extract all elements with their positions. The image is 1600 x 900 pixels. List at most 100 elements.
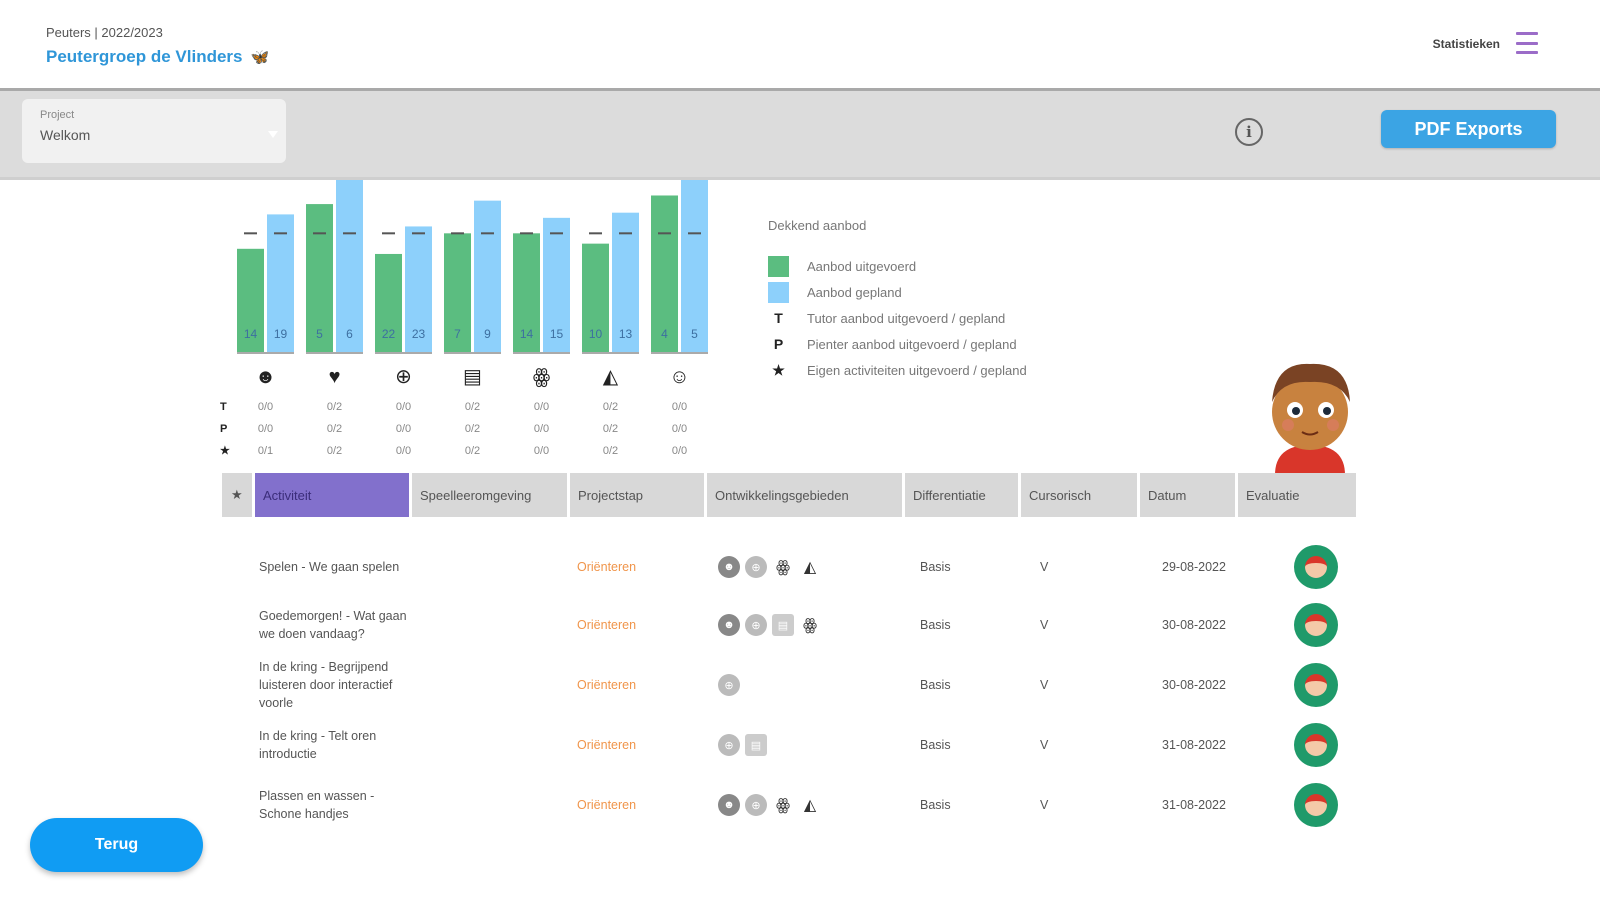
legend-swatch (768, 255, 789, 277)
column-header[interactable]: Activiteit (255, 473, 409, 517)
column-header[interactable]: Differentiatie (905, 473, 1018, 517)
evaluation-button[interactable] (1294, 603, 1338, 647)
legend-symbol: ★ (772, 361, 785, 378)
target-marker (244, 232, 257, 235)
target-marker (274, 232, 287, 235)
ratio-value: 0/2 (464, 423, 481, 435)
bar-value-label: 15 (550, 327, 564, 341)
target-marker (520, 232, 533, 235)
date: 29-08-2022 (1162, 560, 1226, 574)
legend-label: Tutor aanbod uitgevoerd / gepland (807, 310, 1006, 326)
smiley-icon: ☻ (718, 556, 740, 578)
project-select-label: Project (40, 109, 75, 121)
table-row[interactable]: In de kring - Telt oren introductie Oriën… (222, 718, 1382, 772)
category-column-face: ☺ 0/0 0/0 0/0 (651, 362, 708, 462)
triangle-icon: ◭ (803, 797, 817, 814)
triangle-icon: ◭ (803, 559, 817, 576)
table-row[interactable]: Spelen - We gaan spelen Oriënteren ☻ ⊕ ꙮ ◭ Bas… (222, 540, 1382, 594)
face-icon: ☺ (669, 366, 690, 388)
people-icon: ꙮ (775, 559, 791, 576)
evaluation-button[interactable] (1294, 545, 1338, 589)
ratio-value: 0/2 (464, 401, 481, 413)
project-select-value: Welkom (40, 127, 91, 143)
legend-label: Aanbod gepland (807, 284, 902, 300)
column-header[interactable]: Projectstap (570, 473, 704, 517)
ratio-value: 0/2 (464, 445, 481, 457)
bar-planned-face (681, 180, 708, 352)
evaluation-button[interactable] (1294, 783, 1338, 827)
ratio-value: 0/0 (671, 423, 688, 435)
development-areas: ⊕ (718, 674, 740, 696)
back-button[interactable]: Terug (30, 818, 203, 872)
info-icon[interactable]: i (1235, 118, 1263, 146)
ratio-value: 0/0 (395, 401, 412, 413)
bar-value-label: 4 (661, 327, 668, 341)
statistics-link[interactable]: Statistieken (1432, 37, 1500, 51)
chart-legend: Dekkend aanbod Aanbod uitgevoerd Aanbod g… (768, 218, 1027, 383)
bar-value-label: 5 (691, 327, 698, 341)
bar-value-label: 7 (454, 327, 461, 341)
column-header[interactable]: Evaluatie (1238, 473, 1356, 517)
activity-name: Goedemorgen! - Wat gaan we doen vandaag? (259, 609, 407, 641)
date: 31-08-2022 (1162, 738, 1226, 752)
legend-label: Eigen activiteiten uitgevoerd / gepland (807, 362, 1027, 378)
bar-value-label: 14 (520, 327, 534, 341)
category-column-book: ▤ 0/2 0/2 0/2 (444, 362, 501, 462)
axis-segment (306, 352, 363, 354)
target-marker (589, 232, 602, 235)
triangle-icon: ◭ (602, 366, 619, 388)
bar-done-face (651, 195, 678, 352)
globe-icon: ⊕ (745, 556, 767, 578)
bar-done-smiley (237, 248, 264, 352)
legend-item: T Tutor aanbod uitgevoerd / gepland (768, 305, 1027, 331)
bar-planned-triangle (612, 212, 639, 352)
group-title: Peutergroep de Vlinders 🦋 (46, 47, 269, 67)
column-header[interactable]: Ontwikkelingsgebieden (707, 473, 902, 517)
ratio-value: 0/2 (602, 401, 619, 413)
target-marker (451, 232, 464, 235)
group-title-text: Peutergroep de Vlinders (46, 47, 243, 66)
target-marker (619, 232, 632, 235)
child-mascot-illustration (1272, 363, 1350, 475)
ratio-value: 0/0 (671, 445, 688, 457)
axis-segment (513, 352, 570, 354)
target-marker (688, 232, 701, 235)
column-header[interactable]: Cursorisch (1021, 473, 1137, 517)
table-row[interactable]: Goedemorgen! - Wat gaan we doen vandaag?… (222, 598, 1382, 652)
hamburger-icon[interactable] (1516, 32, 1538, 54)
differentiation: Basis (920, 738, 951, 752)
column-header[interactable]: Datum (1140, 473, 1235, 517)
evaluation-button[interactable] (1294, 723, 1338, 767)
category-column-globe: ⊕ 0/0 0/0 0/0 (375, 362, 432, 462)
bar-done-people (513, 233, 540, 352)
globe-icon: ⊕ (745, 614, 767, 636)
ratio-value: 0/2 (326, 401, 343, 413)
legend-item: P Pienter aanbod uitgevoerd / gepland (768, 331, 1027, 357)
book-icon: ▤ (745, 734, 767, 756)
ratio-value: 0/2 (326, 423, 343, 435)
column-header[interactable]: Speelleeromgeving (412, 473, 567, 517)
bar-done-globe (375, 253, 402, 352)
header: Peuters | 2022/2023 Peutergroep de Vlind… (0, 0, 1600, 88)
bar-planned-heart (336, 180, 363, 352)
table-row[interactable]: Plassen en wassen - Schone handjes Oriënt… (222, 778, 1382, 832)
ratio-value: 0/1 (257, 445, 274, 457)
project-select[interactable]: Project Welkom (22, 99, 286, 163)
target-marker (382, 232, 395, 235)
table-header: ★ Activiteit Speelleeromgeving Projectstap O… (222, 473, 1356, 517)
bar-value-label: 19 (274, 327, 288, 341)
evaluation-button[interactable] (1294, 663, 1338, 707)
table-row[interactable]: In de kring - Begrijpend luisteren door … (222, 658, 1382, 712)
differentiation: Basis (920, 678, 951, 692)
bar-value-label: 5 (316, 327, 323, 341)
legend-title: Dekkend aanbod (768, 218, 867, 233)
axis-segment (375, 352, 432, 354)
toolbar: Project Welkom i PDF Exports (0, 88, 1600, 180)
pdf-exports-button[interactable]: PDF Exports (1381, 110, 1556, 148)
ratio-value: 0/0 (671, 401, 688, 413)
ratio-value: 0/0 (533, 445, 550, 457)
category-column-smiley: ☻ 0/0 0/0 0/1 (237, 362, 294, 462)
star-column-header[interactable]: ★ (222, 473, 252, 517)
target-marker (481, 232, 494, 235)
development-areas: ☻ ⊕ ꙮ ◭ (718, 794, 821, 816)
